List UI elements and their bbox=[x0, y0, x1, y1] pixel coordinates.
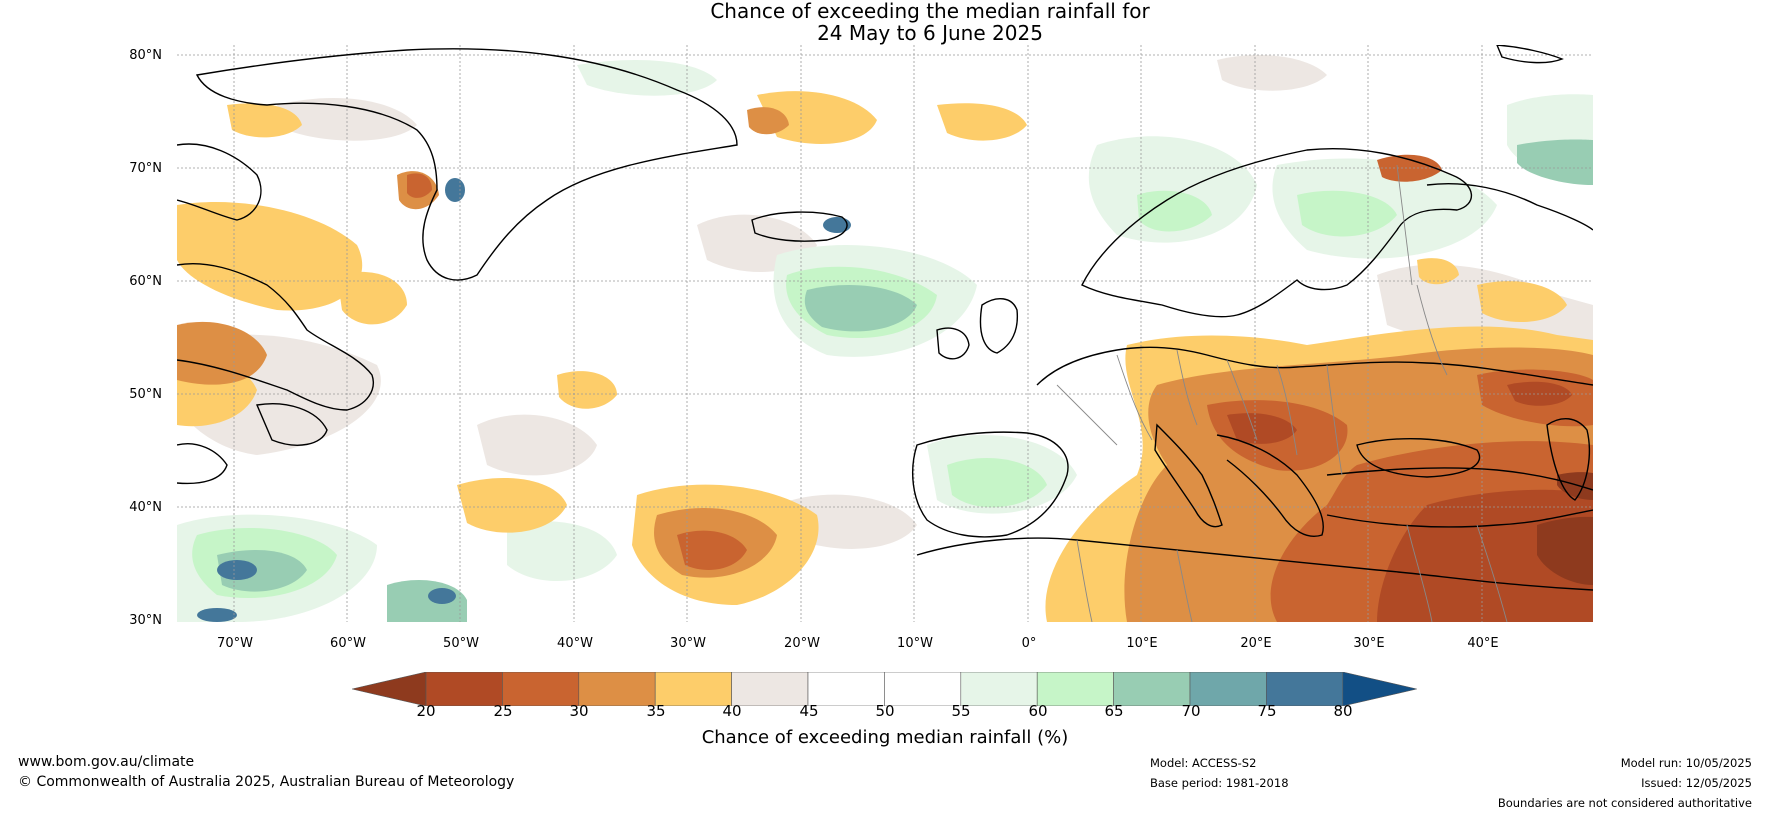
lon-label-50w: 50°W bbox=[443, 636, 479, 651]
above-median-teal-areas bbox=[217, 139, 1593, 622]
very-dry-areas bbox=[1537, 472, 1593, 585]
colorbar-tick-75: 75 bbox=[1257, 702, 1277, 720]
colorbar-bin-70 bbox=[1189, 672, 1267, 706]
colorbar-tick-60: 60 bbox=[1028, 702, 1048, 720]
coastlines bbox=[177, 45, 1593, 591]
colorbar-bin-45 bbox=[807, 672, 885, 706]
lon-label-30w: 30°W bbox=[670, 636, 706, 651]
near-median-areas bbox=[177, 55, 1593, 549]
colorbar-bin-40 bbox=[731, 672, 809, 706]
colorbar-tick-40: 40 bbox=[722, 702, 742, 720]
lat-label-50n: 50°N bbox=[129, 387, 162, 402]
lat-label-40n: 40°N bbox=[129, 500, 162, 515]
issued-text: Issued: 12/05/2025 bbox=[1641, 776, 1752, 790]
lat-label-70n: 70°N bbox=[129, 161, 162, 176]
colorbar-tick-30: 30 bbox=[569, 702, 589, 720]
colorbar-bin-35 bbox=[654, 672, 732, 706]
lon-label-20w: 20°W bbox=[784, 636, 820, 651]
colorbar-bin-55 bbox=[960, 672, 1038, 706]
colorbar bbox=[352, 672, 1417, 706]
colorbar-extend-high bbox=[1342, 672, 1417, 706]
national-borders bbox=[1056, 164, 1508, 622]
lon-label-60w: 60°W bbox=[330, 636, 366, 651]
lat-label-30n: 30°N bbox=[129, 613, 162, 628]
colorbar-bin-60 bbox=[1036, 672, 1114, 706]
lon-label-70w: 70°W bbox=[217, 636, 253, 651]
lon-label-10w: 10°W bbox=[897, 636, 933, 651]
colorbar-bin-30 bbox=[578, 672, 656, 706]
copyright-text: © Commonwealth of Australia 2025, Austra… bbox=[18, 774, 515, 790]
map-title-line2: 24 May to 6 June 2025 bbox=[817, 21, 1043, 45]
colorbar-tick-50: 50 bbox=[875, 702, 895, 720]
disclaimer-text: Boundaries are not considered authoritat… bbox=[1497, 796, 1752, 810]
lon-label-20e: 20°E bbox=[1240, 636, 1272, 651]
above-median-blue-spots bbox=[197, 178, 851, 622]
lon-label-30e: 30°E bbox=[1353, 636, 1385, 651]
colorbar-bin-20 bbox=[425, 672, 503, 706]
below-median-dark-brown-areas bbox=[1227, 381, 1593, 622]
colorbar-bin-25 bbox=[502, 672, 580, 706]
lon-label-40w: 40°W bbox=[557, 636, 593, 651]
base-period-text: Base period: 1981-2018 bbox=[1150, 776, 1289, 790]
colorbar-tick-70: 70 bbox=[1181, 702, 1201, 720]
colorbar-bin-65 bbox=[1113, 672, 1191, 706]
colorbar-tick-55: 55 bbox=[951, 702, 971, 720]
colorbar-tick-35: 35 bbox=[646, 702, 666, 720]
colorbar-tick-65: 65 bbox=[1104, 702, 1124, 720]
lon-label-10e: 10°E bbox=[1126, 636, 1158, 651]
colorbar-bin-50 bbox=[884, 672, 962, 706]
colorbar-tick-45: 45 bbox=[799, 702, 819, 720]
colorbar-tick-80: 80 bbox=[1333, 702, 1353, 720]
rainfall-probability-map bbox=[177, 45, 1593, 622]
lon-label-0: 0° bbox=[1021, 636, 1037, 651]
lat-label-80n: 80°N bbox=[129, 48, 162, 63]
website-text: www.bom.gov.au/climate bbox=[18, 754, 195, 770]
colorbar-tick-25: 25 bbox=[493, 702, 513, 720]
lat-label-60n: 60°N bbox=[129, 274, 162, 289]
model-text: Model: ACCESS-S2 bbox=[1150, 756, 1257, 770]
map-title-line1: Chance of exceeding the median rainfall … bbox=[710, 0, 1150, 23]
graticule bbox=[177, 45, 1593, 622]
colorbar-bin-75 bbox=[1266, 672, 1344, 706]
model-run-text: Model run: 10/05/2025 bbox=[1620, 756, 1752, 770]
colorbar-tick-20: 20 bbox=[416, 702, 436, 720]
lon-label-40e: 40°E bbox=[1467, 636, 1499, 651]
colorbar-extend-low bbox=[352, 672, 427, 706]
colorbar-label: Chance of exceeding median rainfall (%) bbox=[701, 727, 1069, 748]
